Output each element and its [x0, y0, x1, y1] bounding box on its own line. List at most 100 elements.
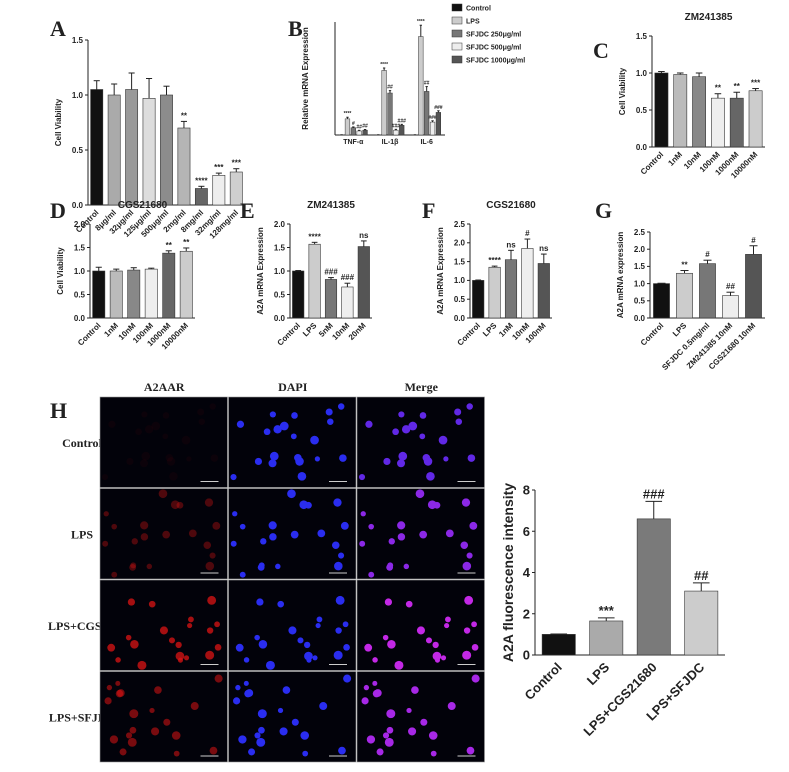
cell — [298, 472, 307, 481]
bar — [394, 130, 399, 135]
y-tick-label: 0.0 — [454, 314, 466, 323]
cell — [304, 652, 313, 661]
y-tick-label: 0.5 — [634, 297, 646, 306]
y-tick-label: 0.5 — [72, 146, 84, 155]
cell — [126, 635, 132, 641]
significance-label: # — [525, 229, 530, 238]
cell — [269, 521, 277, 529]
cell — [171, 500, 180, 509]
bar — [424, 91, 429, 135]
y-tick-label: 0.0 — [74, 314, 86, 323]
cell — [416, 489, 425, 498]
cell — [238, 735, 246, 743]
significance-label: ### — [428, 115, 437, 121]
cell — [151, 422, 160, 431]
cell — [319, 702, 327, 710]
cell — [203, 541, 211, 549]
legend-label: Control — [466, 6, 491, 13]
y-axis-label: Cell Viability — [54, 98, 63, 146]
significance-label: ** — [166, 241, 173, 250]
cell — [383, 732, 389, 738]
significance-label: ns — [359, 231, 369, 240]
cell — [270, 452, 279, 461]
cell — [343, 621, 349, 627]
cell — [372, 681, 377, 686]
x-tick-label: Control — [639, 150, 665, 176]
cell — [443, 456, 448, 461]
significance-label: **** — [195, 176, 208, 185]
bar — [730, 98, 743, 147]
y-tick-label: 1.5 — [72, 36, 84, 45]
cell — [215, 675, 223, 683]
significance-label: ** — [181, 111, 188, 120]
cell — [176, 652, 185, 661]
legend-swatch — [452, 43, 462, 50]
cell — [280, 727, 288, 735]
cell — [338, 552, 344, 558]
significance-label: ## — [387, 85, 393, 91]
cell — [317, 617, 323, 623]
significance-label: ** — [681, 261, 688, 270]
significance-label: *** — [751, 79, 761, 88]
cell — [420, 412, 427, 419]
cell — [255, 458, 262, 465]
cell — [210, 552, 216, 558]
y-axis-label: A2A mRNA Expression — [256, 227, 265, 315]
cell — [334, 651, 343, 660]
cell — [468, 454, 476, 462]
cell — [385, 738, 394, 747]
x-tick-label: 10nM — [330, 321, 351, 342]
x-tick-label: Control — [521, 660, 564, 703]
cell — [411, 686, 419, 694]
y-tick-label: 2.0 — [274, 220, 286, 229]
bar — [128, 270, 140, 318]
cell — [269, 459, 277, 467]
cell — [159, 489, 168, 498]
cell — [160, 626, 168, 634]
cell — [373, 690, 380, 697]
cell — [186, 456, 191, 461]
cell — [107, 644, 115, 652]
legend-swatch — [452, 30, 462, 37]
cell — [463, 562, 472, 571]
bar — [143, 98, 155, 205]
chart-title: ZM241385 — [685, 12, 733, 23]
cell — [361, 697, 368, 704]
micrograph — [357, 397, 485, 488]
bar — [351, 128, 356, 135]
cell — [236, 644, 244, 652]
x-tick-label: IL-1β — [382, 139, 399, 146]
cell — [207, 627, 213, 633]
cell — [169, 472, 178, 481]
bar — [399, 125, 404, 135]
bar — [325, 279, 336, 318]
cell — [169, 637, 175, 643]
bar — [590, 621, 623, 655]
cell — [254, 732, 260, 738]
cell — [464, 596, 473, 605]
cell — [187, 623, 192, 628]
y-tick-label: 2.0 — [454, 239, 466, 248]
cell — [377, 748, 384, 755]
cell — [335, 627, 341, 633]
significance-label: ## — [726, 282, 735, 291]
cell — [394, 661, 403, 670]
y-tick-label: 8 — [523, 483, 530, 498]
cell — [467, 552, 473, 558]
cell — [359, 474, 365, 480]
significance-label: ## — [694, 568, 709, 583]
cell — [326, 408, 333, 415]
cell — [135, 428, 142, 435]
cell — [446, 530, 454, 538]
cell — [212, 522, 220, 530]
bar — [163, 253, 175, 318]
legend-label: LPS — [466, 19, 480, 26]
cell — [431, 751, 437, 757]
significance-label: ### — [341, 273, 355, 282]
y-tick-label: 1.0 — [634, 279, 646, 288]
cell — [115, 657, 121, 663]
cell — [315, 456, 320, 461]
bar — [653, 284, 669, 318]
bar — [342, 287, 353, 318]
significance-label: **** — [308, 232, 321, 241]
